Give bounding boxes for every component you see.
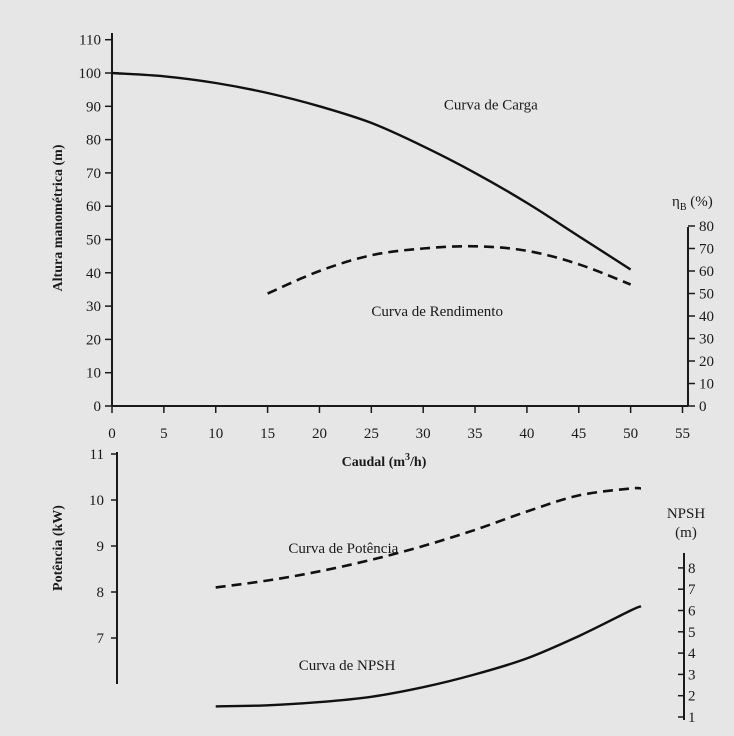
x-tick-label-5: 5 [160, 426, 168, 442]
bottom-annotations: Curva de Potência Curva de NPSH [288, 541, 398, 674]
npsh-tick-label-4: 4 [688, 646, 696, 662]
annotation-curva-de-carga: Curva de Carga [444, 98, 538, 114]
head-efficiency-panel: 0 5 10 15 20 25 30 35 40 45 50 55 0 10 20 30 40 50 60 70 80… [51, 33, 714, 470]
bottom-right-y-axis-title-line2: (m) [675, 525, 697, 541]
bottom-y-axis-title: Potência (kW) [51, 505, 66, 591]
annotation-curva-de-rendimento: Curva de Rendimento [371, 304, 503, 320]
series-curva-de-potencia [215, 486, 642, 589]
y-tick-label-10: 10 [86, 366, 101, 382]
y2-tick-label-30: 30 [699, 332, 714, 348]
y2-tick-label-80: 80 [699, 219, 714, 235]
x-tick-label-30: 30 [416, 426, 431, 442]
x-tick-label-45: 45 [571, 426, 586, 442]
y-tick-label-80: 80 [86, 133, 101, 149]
y-tick-label-30: 30 [86, 299, 101, 315]
annotation-curva-de-npsh: Curva de NPSH [299, 658, 396, 674]
npsh-tick-label-8: 8 [688, 561, 696, 577]
bottom-right-y-ticks: 1 2 3 4 5 6 7 8 [678, 561, 696, 726]
bottom-y-tick-label-9: 9 [97, 539, 105, 555]
y-tick-label-90: 90 [86, 99, 101, 115]
bottom-left-y-ticks: 7 8 9 10 11 [89, 447, 117, 647]
y2-tick-label-60: 60 [699, 264, 714, 280]
bottom-right-y-axis-title-line1: NPSH [667, 506, 706, 522]
npsh-tick-label-3: 3 [688, 667, 696, 683]
top-y-axis-title: Altura manométrica (m) [51, 144, 66, 291]
x-tick-label-55: 55 [675, 426, 690, 442]
x-tick-label-40: 40 [519, 426, 534, 442]
series-curva-de-carga [111, 71, 632, 271]
top-series-group [111, 71, 632, 295]
y2-tick-label-40: 40 [699, 309, 714, 325]
y-tick-label-20: 20 [86, 332, 101, 348]
npsh-tick-label-7: 7 [688, 582, 696, 598]
y2-tick-label-10: 10 [699, 377, 714, 393]
top-right-y-ticks: 0 10 20 30 40 50 60 70 80 [688, 219, 714, 415]
annotation-curva-de-potencia: Curva de Potência [288, 541, 398, 557]
x-tick-label-20: 20 [312, 426, 327, 442]
npsh-tick-label-5: 5 [688, 625, 696, 641]
y-tick-label-50: 50 [86, 233, 101, 249]
top-x-axis-title: Caudal (m3/h) [342, 452, 427, 470]
y-tick-label-110: 110 [79, 33, 101, 49]
series-curva-de-npsh [215, 605, 642, 708]
y2-tick-label-50: 50 [699, 287, 714, 303]
x-tick-label-0: 0 [108, 426, 116, 442]
y-tick-label-40: 40 [86, 266, 101, 282]
y2-tick-label-70: 70 [699, 242, 714, 258]
y-tick-label-100: 100 [79, 66, 102, 82]
y-tick-label-60: 60 [86, 199, 101, 215]
y2-tick-label-0: 0 [699, 399, 707, 415]
y-tick-label-70: 70 [86, 166, 101, 182]
npsh-tick-label-6: 6 [688, 604, 696, 620]
y-tick-label-0: 0 [94, 399, 102, 415]
bottom-y-tick-label-7: 7 [97, 631, 105, 647]
top-left-y-ticks: 0 10 20 30 40 50 60 70 80 90 100 110 [79, 33, 112, 415]
npsh-tick-label-1: 1 [688, 710, 696, 726]
top-annotations: Curva de Carga Curva de Rendimento [371, 98, 538, 320]
top-right-y-axis-title: ηB (%) [672, 194, 713, 213]
npsh-tick-label-2: 2 [688, 689, 696, 705]
x-tick-label-25: 25 [364, 426, 379, 442]
x-tick-label-50: 50 [623, 426, 638, 442]
x-tick-label-10: 10 [208, 426, 223, 442]
x-tick-label-15: 15 [260, 426, 275, 442]
x-tick-label-35: 35 [468, 426, 483, 442]
bottom-y-tick-label-11: 11 [90, 447, 104, 463]
top-x-ticks: 0 5 10 15 20 25 30 35 40 45 50 55 [108, 406, 690, 442]
bottom-y-tick-label-8: 8 [97, 585, 105, 601]
bottom-series-group [215, 486, 642, 708]
bottom-y-tick-label-10: 10 [89, 493, 104, 509]
y2-tick-label-20: 20 [699, 354, 714, 370]
